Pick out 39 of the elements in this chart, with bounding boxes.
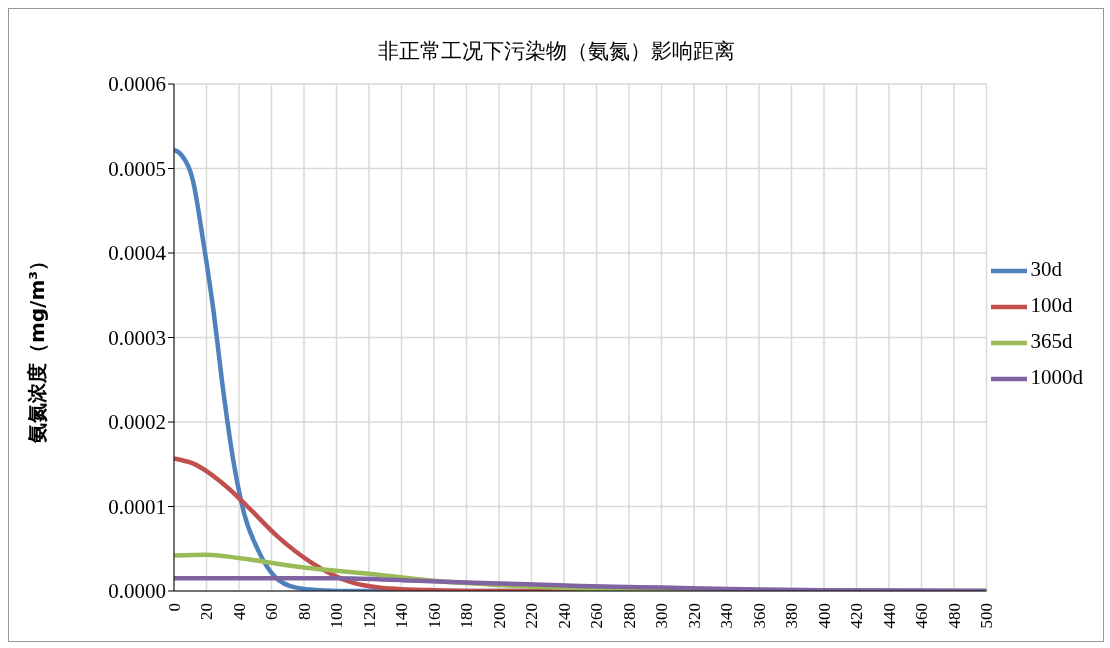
x-tick-label: 80	[294, 603, 314, 620]
legend-label: 30d	[1030, 256, 1062, 281]
x-tick-label: 100	[327, 603, 346, 629]
x-tick-label: 440	[879, 603, 899, 629]
y-tick-label: 0.0005	[108, 156, 166, 181]
x-tick-label: 140	[392, 603, 411, 629]
legend-label: 365d	[1030, 328, 1073, 353]
x-tick-label: 180	[457, 603, 476, 629]
x-tick-label: 500	[977, 603, 996, 629]
chart-title: 非正常工况下污染物（氨氮）影响距离	[376, 38, 736, 65]
y-axis-title: 氨氮浓度（mg/m³）	[23, 250, 50, 444]
x-tick-label: 380	[782, 603, 801, 629]
x-tick-label: 240	[554, 603, 574, 629]
x-tick-label: 40	[229, 603, 249, 620]
x-tick-label: 420	[847, 603, 866, 629]
x-tick-label: 160	[424, 603, 444, 629]
y-tick-label: 0.0004	[108, 241, 167, 266]
x-tick-label: 20	[197, 603, 216, 620]
y-tick-label: 0.0001	[108, 494, 166, 519]
x-tick-label: 200	[489, 603, 509, 629]
x-tick-label: 400	[814, 603, 834, 629]
y-tick-label: 0.0000	[108, 579, 166, 604]
x-tick-label: 320	[684, 603, 704, 629]
x-tick-label: 120	[359, 603, 379, 629]
x-tick-label: 480	[944, 603, 964, 629]
x-tick-label: 360	[749, 603, 769, 629]
y-tick-label: 0.0006	[108, 72, 166, 97]
y-tick-label: 0.0002	[108, 410, 166, 435]
x-tick-label: 300	[652, 603, 671, 629]
x-tick-label: 220	[522, 603, 541, 629]
x-tick-label: 60	[262, 603, 281, 620]
legend-label: 1000d	[1030, 364, 1083, 389]
x-tick-label: 260	[587, 603, 606, 629]
x-tick-label: 280	[619, 603, 639, 629]
y-tick-label: 0.0003	[108, 325, 166, 350]
x-tick-label: 460	[912, 603, 931, 629]
x-tick-label: 0	[164, 603, 184, 612]
legend-label: 100d	[1030, 292, 1073, 317]
x-tick-label: 340	[717, 603, 736, 629]
